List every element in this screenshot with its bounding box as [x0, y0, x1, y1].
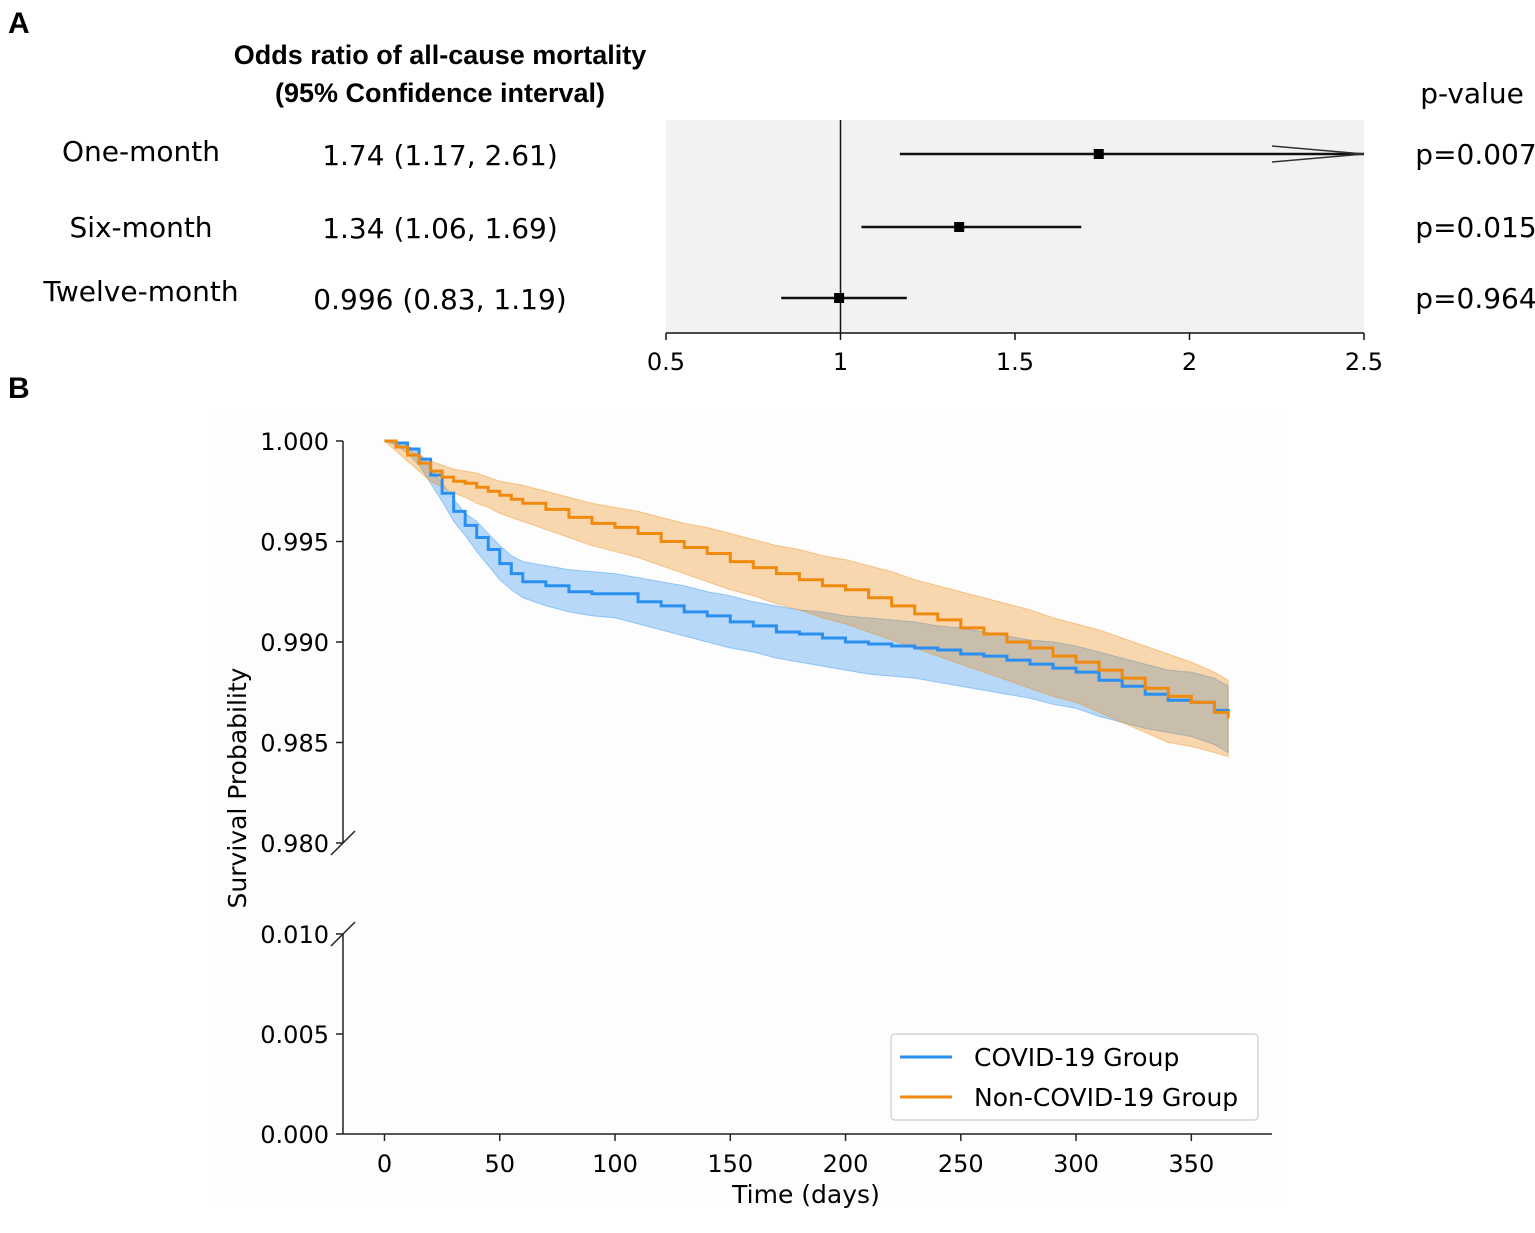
- forest-row-label: Six-month: [69, 211, 212, 244]
- x-tick-label: 50: [484, 1150, 515, 1178]
- forest-ci-arrow: [1271, 145, 1365, 163]
- x-tick-label: 100: [592, 1150, 638, 1178]
- y-axis-label: Survival Probability: [223, 667, 252, 908]
- forest-p-value: p=0.964: [1415, 282, 1535, 315]
- pvalue-header: p-value: [1420, 77, 1524, 110]
- y-tick-label: 0.995: [260, 529, 329, 557]
- panel-a-letter: A: [8, 7, 30, 40]
- y-tick-label: 0.980: [260, 830, 329, 858]
- legend-label: COVID-19 Group: [974, 1043, 1179, 1072]
- x-tick-label: 350: [1168, 1150, 1214, 1178]
- y-tick-label: 1.000: [260, 428, 329, 456]
- forest-header-line1: Odds ratio of all-cause mortality: [234, 40, 647, 70]
- forest-header-line2: (95% Confidence interval): [275, 78, 605, 108]
- forest-row-label: One-month: [62, 135, 220, 168]
- y-tick-label: 0.005: [260, 1021, 329, 1049]
- forest-plot: 0.5 1 1.5 2 2.5 One-month 1.74 (1.17, 2.61) p=0…: [42, 120, 1535, 376]
- forest-point: [834, 293, 845, 303]
- x-tick-label: 250: [938, 1150, 984, 1178]
- forest-x-tick-label: 0.5: [647, 348, 685, 376]
- forest-point: [1093, 149, 1104, 159]
- forest-or-text: 1.74 (1.17, 2.61): [322, 139, 558, 172]
- y-tick-label: 0.010: [260, 921, 329, 949]
- forest-x-tick-label: 2.5: [1345, 348, 1383, 376]
- legend: [890, 1033, 1259, 1121]
- forest-p-value: p=0.007: [1415, 138, 1535, 171]
- legend-label: Non-COVID-19 Group: [974, 1083, 1238, 1112]
- survival-plot: 1.000 0.995 0.990 0.985 0.980 0.010 0.005 0.000…: [210, 408, 1288, 1209]
- survival-curve: [384, 439, 1230, 719]
- ci-band: [384, 440, 1229, 754]
- survival-curve: [384, 439, 1230, 715]
- y-tick-label: 0.000: [260, 1121, 329, 1149]
- forest-or-text: 0.996 (0.83, 1.19): [313, 283, 566, 316]
- panel-b-letter: B: [8, 372, 30, 405]
- x-tick-label: 200: [823, 1150, 869, 1178]
- x-tick-label: 0: [377, 1150, 392, 1178]
- forest-x-tick-label: 1: [833, 348, 848, 376]
- forest-row-label: Twelve-month: [42, 275, 238, 308]
- x-tick-label: 150: [707, 1150, 753, 1178]
- x-tick-label: 300: [1053, 1150, 1099, 1178]
- x-axis-label: Time (days): [731, 1180, 880, 1209]
- forest-point: [954, 222, 965, 232]
- forest-or-text: 1.34 (1.06, 1.69): [322, 212, 558, 245]
- forest-x-tick-label: 1.5: [996, 348, 1034, 376]
- y-tick-label: 0.985: [260, 730, 329, 758]
- forest-p-value: p=0.015: [1415, 211, 1535, 244]
- y-tick-label: 0.990: [260, 629, 329, 657]
- forest-x-tick-label: 2: [1182, 348, 1197, 376]
